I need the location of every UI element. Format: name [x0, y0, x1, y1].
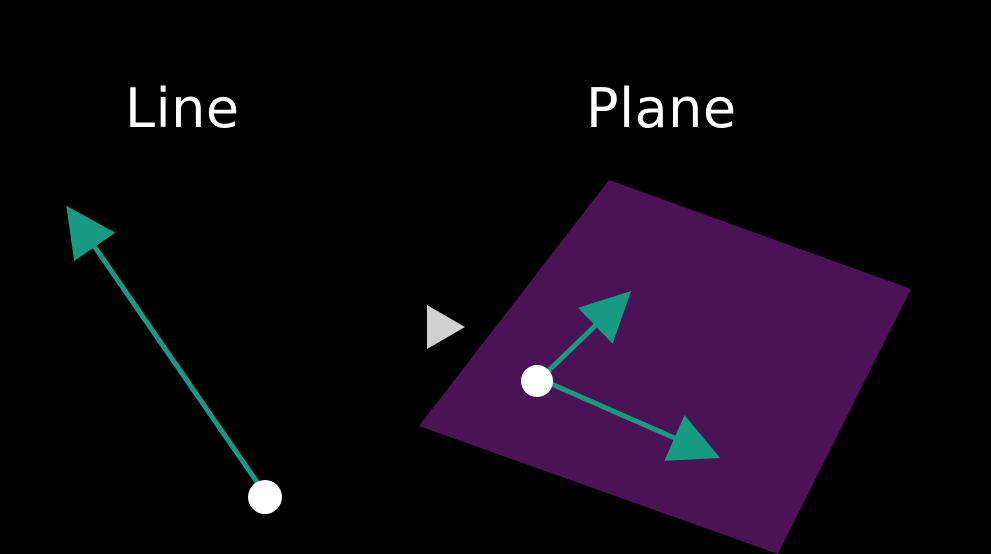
plane-title: Plane	[586, 77, 737, 140]
plane-origin-point	[521, 365, 553, 397]
plane-diagram	[419, 180, 911, 554]
line-title: Line	[125, 77, 240, 140]
play-button[interactable]	[427, 305, 465, 349]
line-origin-point	[248, 480, 282, 514]
plane-basis-arrow-right	[537, 376, 721, 461]
plane-surface	[419, 180, 911, 554]
line-diagram	[66, 205, 282, 514]
line-direction-arrow	[66, 205, 260, 485]
play-icon[interactable]	[427, 305, 465, 349]
plane-basis-arrow-up	[537, 291, 632, 382]
